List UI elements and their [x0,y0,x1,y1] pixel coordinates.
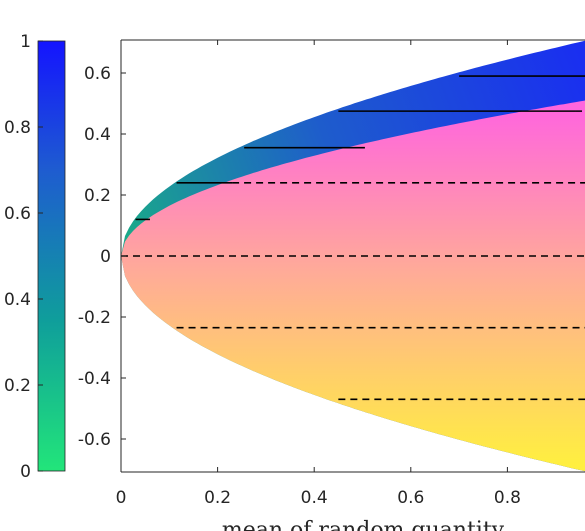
x-axis-label: mean of random quantity [222,518,505,531]
y-tick-label: -0.4 [78,369,111,389]
colorbar: 1 0.8 0.6 0.4 0.2 0 [4,32,66,482]
x-tick-label: 0.4 [301,488,328,508]
colorbar-ticks: 1 0.8 0.6 0.4 0.2 0 [4,32,43,482]
x-tick-label: 0.8 [494,488,521,508]
colorbar-tick-label: 0.8 [4,118,31,138]
colorbar-tick-label: 1 [20,32,31,52]
y-tick-label: -0.6 [78,430,111,450]
colorbar-tick-label: 0.6 [4,204,31,224]
y-tick-label: 0.4 [84,125,111,145]
colorbar-tick-label: 0.4 [4,290,31,310]
y-ticks: 0.6 0.4 0.2 0 -0.2 -0.4 -0.6 [78,64,126,450]
y-tick-label: -0.2 [78,308,111,328]
y-tick-label: 0.2 [84,186,111,206]
level-segments [121,75,585,401]
y-tick-label: 0.6 [84,64,111,84]
x-ticks: 0 0.2 0.4 0.6 0.8 [116,40,521,508]
y-tick-label: 0 [100,247,111,267]
x-tick-label: 0.6 [397,488,424,508]
colorbar-tick-label: 0.2 [4,376,31,396]
inner-region [121,100,585,472]
x-tick-label: 0.2 [204,488,231,508]
colorbar-tick-label: 0 [20,462,31,482]
colorbar-gradient [37,40,66,472]
plot-area: 0 0.2 0.4 0.6 0.8 0.6 0.4 0.2 0 -0.2 -0.4 -0.6 mea… [78,39,585,531]
x-tick-label: 0 [116,488,127,508]
